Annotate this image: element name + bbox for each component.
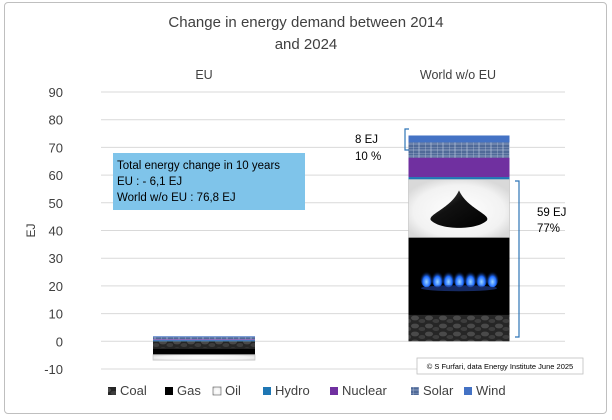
bar-gas-eu bbox=[153, 348, 255, 355]
bar-hydro-world bbox=[408, 177, 510, 180]
credit-box bbox=[416, 357, 584, 375]
gas-flame-icon bbox=[442, 269, 455, 288]
bar-solar-world bbox=[408, 142, 510, 158]
credit-text: © S Furfari, data Energy Institute June … bbox=[427, 362, 573, 371]
y-tick-label: 0 bbox=[56, 334, 63, 349]
legend-swatch-hydro bbox=[263, 387, 271, 395]
summary-box-line: Total energy change in 10 years bbox=[117, 160, 280, 172]
bar-nuclear-eu bbox=[153, 339, 255, 341]
gas-flame-icon bbox=[431, 269, 444, 288]
y-tick-label: 10 bbox=[49, 307, 63, 322]
y-axis-label: EJ bbox=[24, 223, 38, 237]
legend-label-hydro: Hydro bbox=[275, 383, 310, 398]
legend-swatch-solar bbox=[411, 387, 419, 395]
bar-nuclear-world bbox=[408, 157, 510, 178]
gas-flame-icon bbox=[464, 269, 477, 288]
legend-swatch-nuclear bbox=[330, 387, 338, 395]
chart-frame: -10 0 10 20 30 40 50 60 70 80 90 EJ Total energy ch… bbox=[4, 2, 607, 414]
chart-svg: -10 0 10 20 30 40 50 60 70 80 90 EJ Total energy ch… bbox=[24, 14, 584, 398]
legend-swatch-oil bbox=[212, 386, 222, 396]
chart-title-line: and 2024 bbox=[275, 36, 338, 53]
legend: Coal Gas Oil Hydro Nuclear Solar Wind bbox=[108, 383, 506, 398]
y-tick-label: 90 bbox=[49, 85, 63, 100]
legend-label-solar: Solar bbox=[423, 383, 454, 398]
chart-title-line: Change in energy demand between 2014 bbox=[168, 14, 443, 31]
bar-hydro-eu bbox=[153, 340, 255, 342]
summary-box-line: EU : - 6,1 EJ bbox=[117, 176, 182, 188]
fossil-label-line: 77% bbox=[537, 223, 560, 235]
gas-flame-icon bbox=[486, 269, 499, 288]
annotations: Total energy change in 10 years EU : - 6,… bbox=[113, 128, 584, 375]
summary-box bbox=[113, 153, 305, 210]
legend-label-coal: Coal bbox=[120, 383, 147, 398]
category-label: World w/o EU bbox=[420, 68, 496, 82]
renewables-label-line: 8 EJ bbox=[355, 134, 378, 146]
bar-oil-eu bbox=[152, 354, 256, 361]
category-label: EU bbox=[195, 68, 212, 82]
gas-flame-icon bbox=[453, 269, 466, 288]
summary-box-line: World w/o EU : 76,8 EJ bbox=[117, 192, 236, 204]
oil-drop-icon bbox=[430, 190, 488, 228]
y-tick-label: 50 bbox=[49, 196, 63, 211]
y-tick-label: -10 bbox=[44, 362, 63, 377]
bar-coal-eu bbox=[153, 341, 255, 349]
y-tick-label: 80 bbox=[49, 113, 63, 128]
bar-wind-eu bbox=[153, 336, 255, 338]
bar-solar-eu bbox=[153, 337, 255, 340]
fossil-label-line: 59 EJ bbox=[537, 207, 566, 219]
gas-burner-ring bbox=[421, 285, 497, 292]
bar-coal-world bbox=[408, 314, 510, 342]
legend-label-gas: Gas bbox=[177, 383, 201, 398]
legend-swatch-gas bbox=[165, 387, 173, 395]
legend-label-wind: Wind bbox=[476, 383, 506, 398]
y-axis: -10 0 10 20 30 40 50 60 70 80 90 EJ bbox=[24, 85, 63, 377]
legend-label-oil: Oil bbox=[225, 383, 241, 398]
y-tick-label: 20 bbox=[49, 279, 63, 294]
bars bbox=[152, 135, 510, 361]
gas-flame-icon bbox=[475, 269, 488, 288]
legend-swatch-wind bbox=[464, 387, 472, 395]
y-tick-label: 30 bbox=[49, 251, 63, 266]
legend-swatch-coal bbox=[108, 387, 116, 395]
y-tick-label: 70 bbox=[49, 140, 63, 155]
y-tick-label: 60 bbox=[49, 168, 63, 183]
renewables-bracket bbox=[404, 128, 409, 151]
renewables-label-line: 10 % bbox=[355, 151, 381, 163]
legend-label-nuclear: Nuclear bbox=[342, 383, 387, 398]
gas-flame-icon bbox=[420, 269, 433, 288]
bar-wind-world bbox=[408, 135, 510, 143]
y-tick-label: 40 bbox=[49, 224, 63, 239]
fossil-bracket bbox=[515, 180, 520, 338]
